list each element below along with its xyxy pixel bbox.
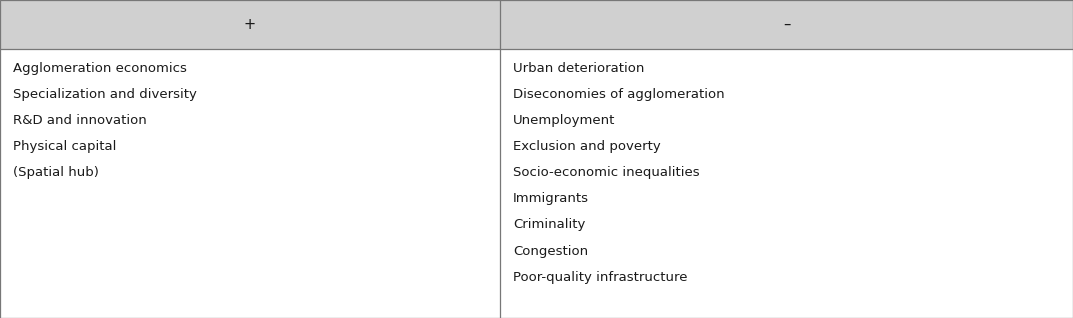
Text: Poor-quality infrastructure: Poor-quality infrastructure <box>513 271 688 284</box>
Bar <box>500 0 1073 49</box>
Text: Socio-economic inequalities: Socio-economic inequalities <box>513 166 700 179</box>
Text: Congestion: Congestion <box>513 245 588 258</box>
Text: Immigrants: Immigrants <box>513 192 589 205</box>
Text: (Spatial hub): (Spatial hub) <box>13 166 99 179</box>
Text: Criminality: Criminality <box>513 218 585 232</box>
Text: Unemployment: Unemployment <box>513 114 615 127</box>
Text: Diseconomies of agglomeration: Diseconomies of agglomeration <box>513 88 724 101</box>
Text: Agglomeration economics: Agglomeration economics <box>13 62 187 75</box>
Text: Specialization and diversity: Specialization and diversity <box>13 88 196 101</box>
Bar <box>0 0 500 49</box>
Text: +: + <box>244 17 256 32</box>
Text: Physical capital: Physical capital <box>13 140 116 153</box>
Text: Exclusion and poverty: Exclusion and poverty <box>513 140 661 153</box>
Text: Urban deterioration: Urban deterioration <box>513 62 644 75</box>
Text: R&D and innovation: R&D and innovation <box>13 114 147 127</box>
Text: –: – <box>783 17 790 32</box>
